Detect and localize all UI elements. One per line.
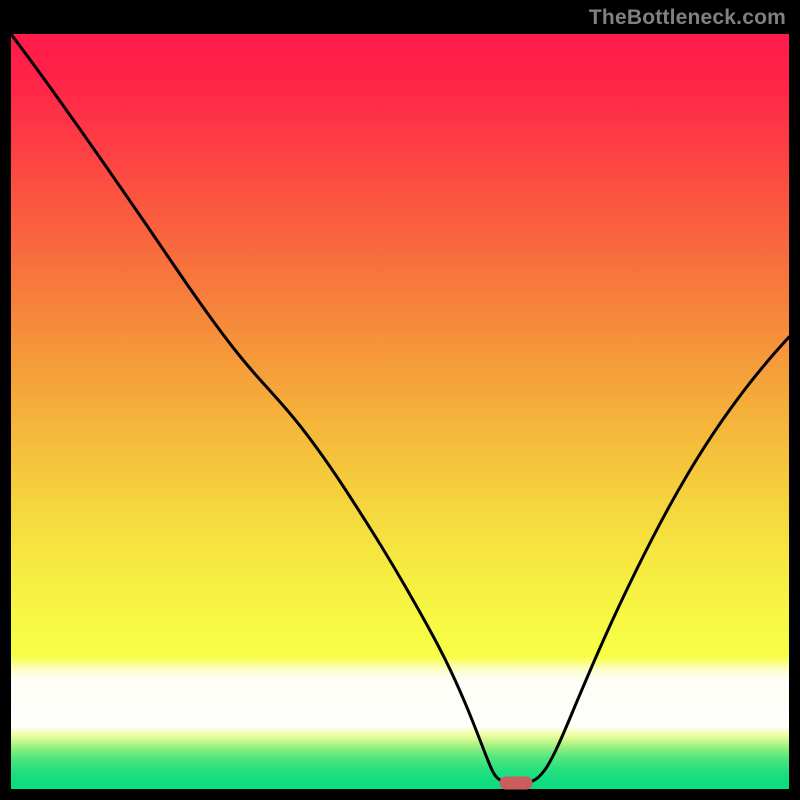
chart-container: TheBottleneck.com	[0, 0, 800, 800]
optimal-point-marker	[500, 777, 532, 789]
gradient-background	[11, 34, 789, 789]
bottleneck-chart	[0, 0, 800, 800]
watermark-text: TheBottleneck.com	[589, 6, 786, 30]
